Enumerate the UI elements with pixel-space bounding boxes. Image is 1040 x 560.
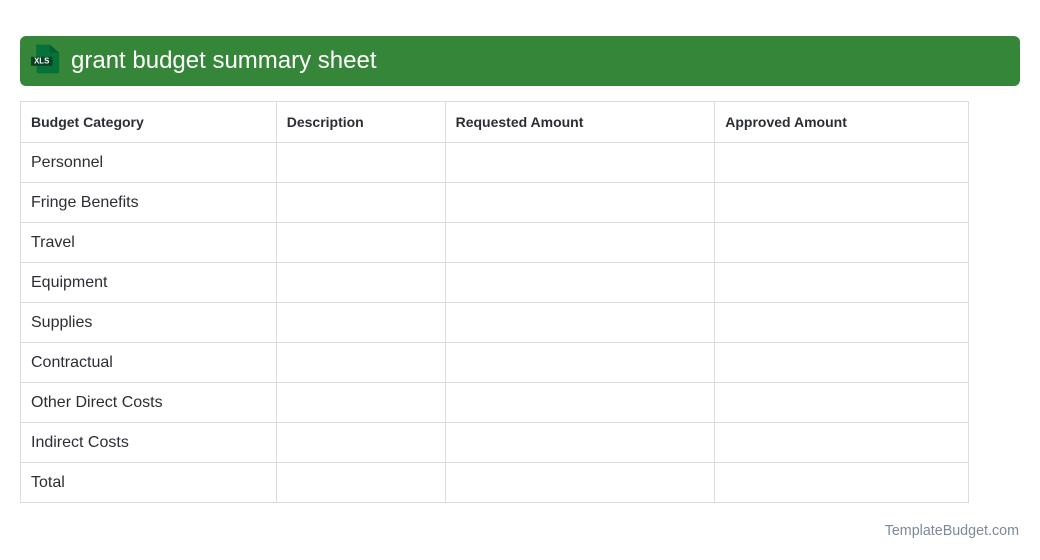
svg-text:XLS: XLS [34,57,49,66]
